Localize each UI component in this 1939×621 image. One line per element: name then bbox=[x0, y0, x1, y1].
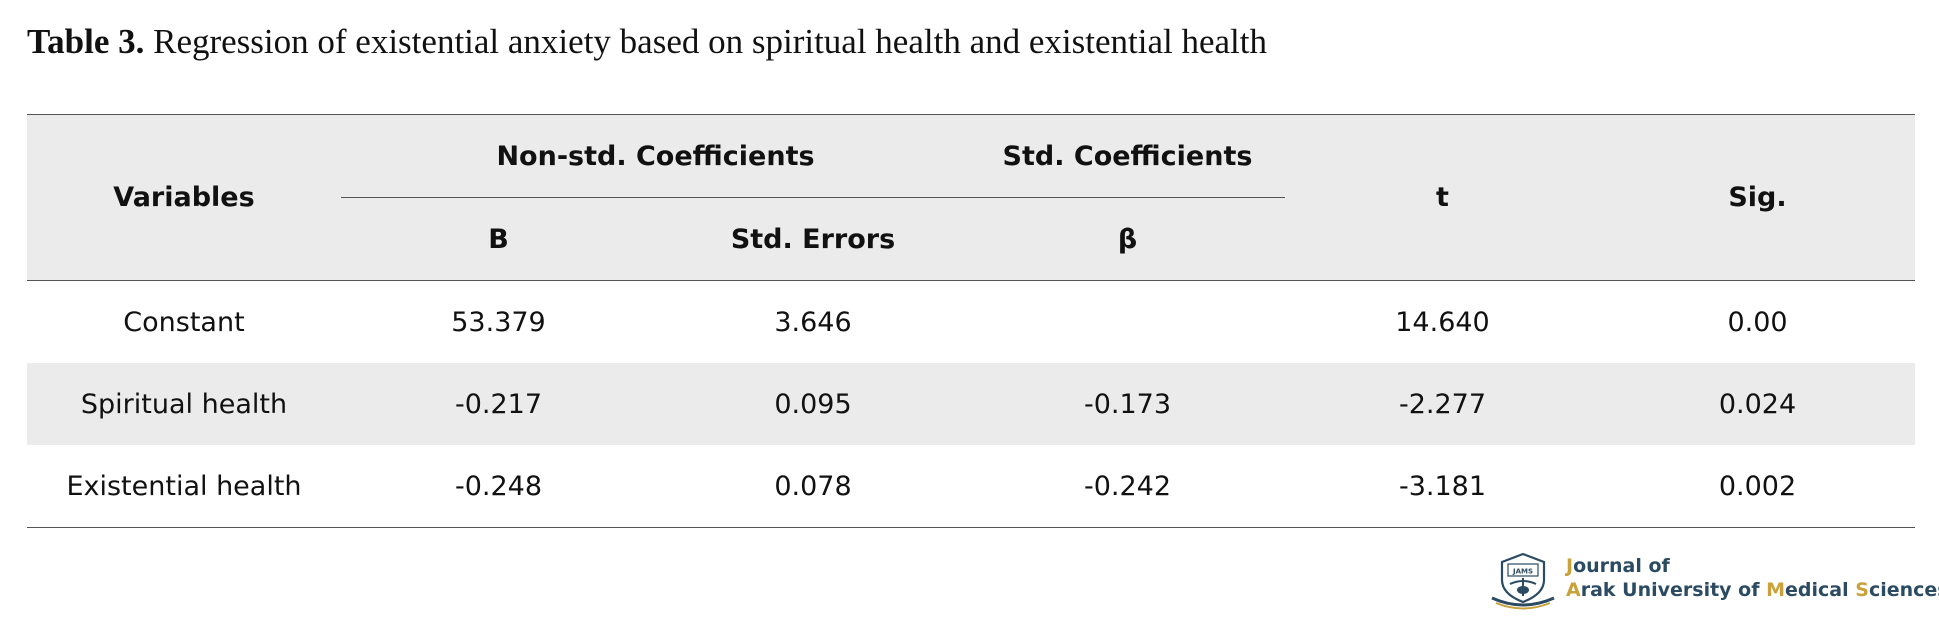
cell-beta: -0.173 bbox=[970, 363, 1285, 445]
table-caption: Table 3. Regression of existential anxie… bbox=[27, 22, 1267, 62]
cell-variable: Constant bbox=[123, 306, 245, 338]
cell-beta: -0.242 bbox=[970, 445, 1285, 528]
cell-std-error: 3.646 bbox=[774, 306, 852, 338]
table-caption-text: Regression of existential anxiety based … bbox=[144, 22, 1267, 61]
header-sig: Sig. bbox=[1600, 114, 1915, 281]
cell-sig: 0.002 bbox=[1600, 445, 1915, 528]
header-beta: β bbox=[970, 197, 1285, 281]
journal-emblem-icon: JAMS bbox=[1491, 552, 1555, 610]
cell-t: -3.181 bbox=[1285, 445, 1600, 528]
cell-std-error: 0.078 bbox=[656, 445, 970, 528]
cell-sig: 0.00 bbox=[1727, 306, 1788, 338]
header-row-1: Variables Non-std. Coefficients Std. Coe… bbox=[27, 114, 1915, 281]
header-variables: Variables bbox=[27, 114, 341, 281]
table-row-existential-health: Existential health -0.248 0.078 -0.242 -… bbox=[27, 445, 1915, 528]
table-row-spiritual-health: Spiritual health -0.217 0.095 -0.173 -2.… bbox=[27, 363, 1915, 445]
journal-name: Journal of Arak University of Medical Sc… bbox=[1566, 554, 1939, 602]
emblem-text: JAMS bbox=[1512, 568, 1533, 576]
header-std-coefficients: Std. Coefficients bbox=[970, 114, 1285, 198]
cell-t: -2.277 bbox=[1285, 363, 1600, 445]
cell-sig: 0.024 bbox=[1600, 363, 1915, 445]
cell-variable: Existential health bbox=[27, 445, 341, 528]
cell-beta bbox=[970, 281, 1285, 364]
cell-b: -0.217 bbox=[341, 363, 656, 445]
journal-name-line-2: Arak University of Medical Sciences bbox=[1566, 579, 1939, 601]
header-std-errors: Std. Errors bbox=[656, 197, 970, 281]
table-row-constant: Constant 53.379 3.646 14.640 0.00 bbox=[27, 281, 1915, 364]
header-t: t bbox=[1285, 114, 1600, 281]
regression-table: Variables Non-std. Coefficients Std. Coe… bbox=[27, 114, 1915, 528]
header-b: B bbox=[341, 197, 656, 281]
cell-t: 14.640 bbox=[1395, 306, 1490, 338]
journal-logo: JAMS Journal of Arak University of Medic… bbox=[1488, 548, 1939, 614]
journal-name-line-1: Journal of bbox=[1566, 555, 1670, 577]
cell-std-error: 0.095 bbox=[656, 363, 970, 445]
table-caption-label: Table 3. bbox=[27, 22, 145, 61]
cell-variable: Spiritual health bbox=[27, 363, 341, 445]
header-non-std-coefficients: Non-std. Coefficients bbox=[341, 114, 970, 198]
header-row-2: B Std. Errors β bbox=[27, 197, 1915, 281]
cell-b: 53.379 bbox=[451, 306, 546, 338]
regression-table-container: Variables Non-std. Coefficients Std. Coe… bbox=[27, 114, 1915, 528]
cell-b: -0.248 bbox=[341, 445, 656, 528]
